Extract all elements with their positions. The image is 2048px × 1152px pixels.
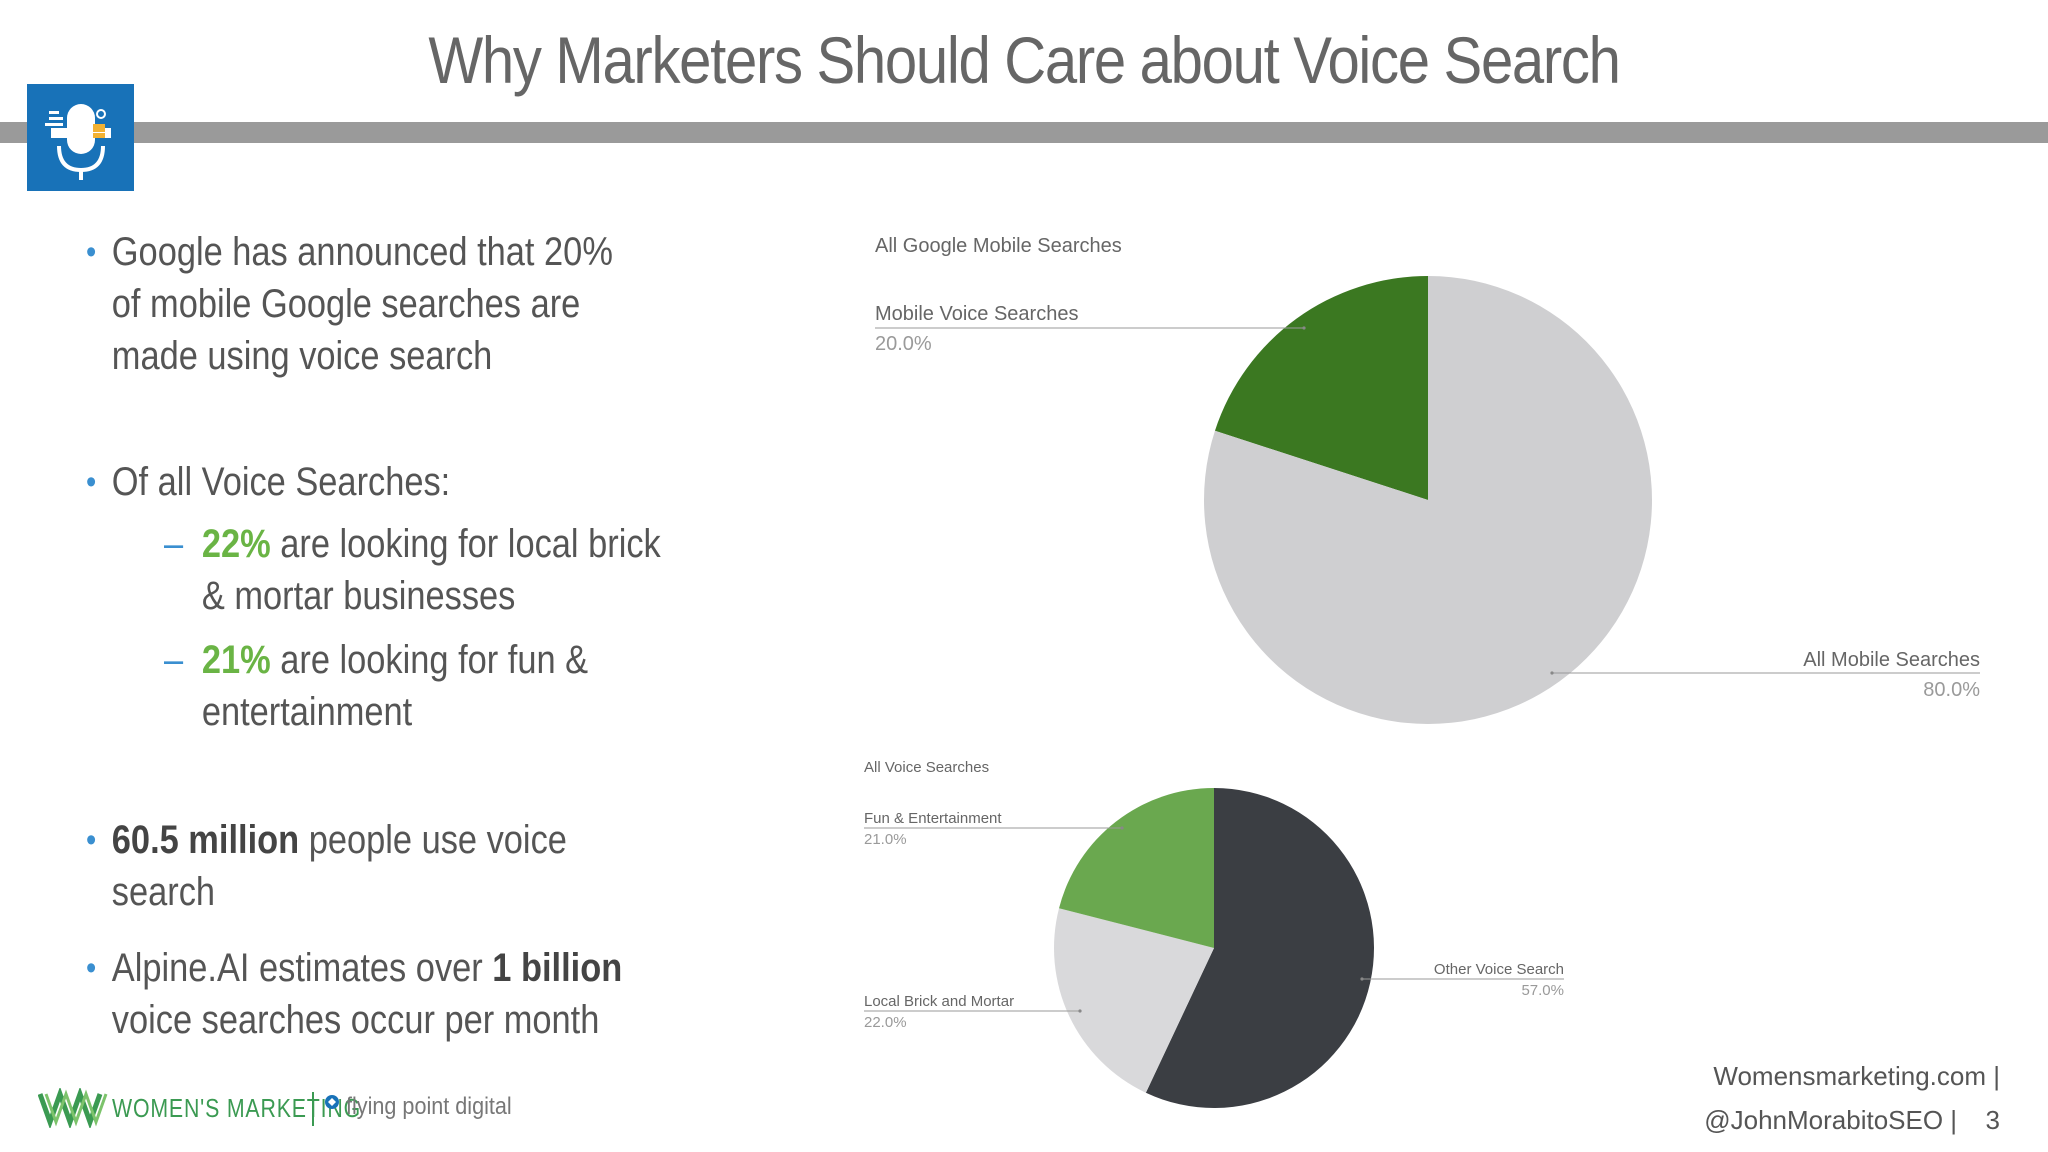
footer-site: Womensmarketing.com | bbox=[1713, 1061, 2000, 1091]
slide-title: Why Marketers Should Care about Voice Se… bbox=[428, 23, 1621, 97]
slice-label-mobile-voice-searches: Mobile Voice Searches bbox=[875, 303, 1078, 325]
pie-slice-mobile-voice-searches bbox=[1214, 276, 1428, 500]
microphone-icon bbox=[45, 104, 111, 180]
leader-dot-fun-entertainment bbox=[1120, 826, 1124, 830]
womens-marketing-brand: WOMEN'S MARKETING bbox=[112, 1093, 361, 1123]
leader-dot-other-voice-search bbox=[1360, 977, 1364, 981]
microphone-logo bbox=[27, 84, 134, 191]
slice-value-mobile-voice-searches: 20.0% bbox=[875, 333, 932, 355]
leader-dot-all-mobile-searches bbox=[1550, 671, 1554, 675]
slice-label-other-voice-search: Other Voice Search bbox=[1434, 961, 1564, 978]
bullet-dot: • bbox=[86, 463, 97, 501]
leader-dot-mobile-voice-searches bbox=[1302, 326, 1306, 330]
slice-value-fun-entertainment: 21.0% bbox=[864, 831, 907, 848]
pie-slice-all-mobile-searches bbox=[1204, 276, 1653, 724]
flying-point-icon bbox=[325, 1095, 339, 1109]
slice-value-local-brick-and-mortar: 22.0% bbox=[864, 1014, 907, 1031]
slice-label-local-brick-and-mortar: Local Brick and Mortar bbox=[864, 993, 1014, 1010]
slice-value-other-voice-search: 57.0% bbox=[1521, 982, 1564, 999]
pie-slice-other-voice-search bbox=[1145, 788, 1374, 1109]
bullet-dot: • bbox=[86, 949, 97, 987]
page-number: 3 bbox=[1985, 1105, 2000, 1135]
sub-bullet-dash: – bbox=[164, 522, 184, 566]
sub-bullet-dash: – bbox=[164, 638, 184, 682]
bullet-dot: • bbox=[86, 821, 97, 859]
brand-divider bbox=[312, 1092, 314, 1126]
footer-handle: @JohnMorabitoSEO | bbox=[1704, 1105, 1958, 1135]
pie-slice-local-brick-and-mortar bbox=[1054, 908, 1214, 1093]
flying-point-brand: flying point digital bbox=[346, 1093, 512, 1120]
chart-title: All Voice Searches bbox=[864, 759, 989, 776]
footer-credits: Womensmarketing.com | @JohnMorabitoSEO |… bbox=[1704, 1054, 2000, 1142]
womens-marketing-logo-icon bbox=[38, 1088, 108, 1128]
title-divider-bar bbox=[0, 122, 2048, 143]
slice-value-all-mobile-searches: 80.0% bbox=[1923, 679, 1980, 701]
slice-label-all-mobile-searches: All Mobile Searches bbox=[1803, 649, 1980, 671]
bullet-dot: • bbox=[86, 233, 97, 271]
leader-dot-local-brick-and-mortar bbox=[1078, 1009, 1082, 1013]
slice-label-fun-entertainment: Fun & Entertainment bbox=[864, 810, 1002, 827]
chart-title: All Google Mobile Searches bbox=[875, 235, 1122, 257]
pie-slice-fun-entertainment bbox=[1059, 788, 1214, 948]
footer-handle-row: @JohnMorabitoSEO | 3 bbox=[1704, 1098, 2000, 1142]
